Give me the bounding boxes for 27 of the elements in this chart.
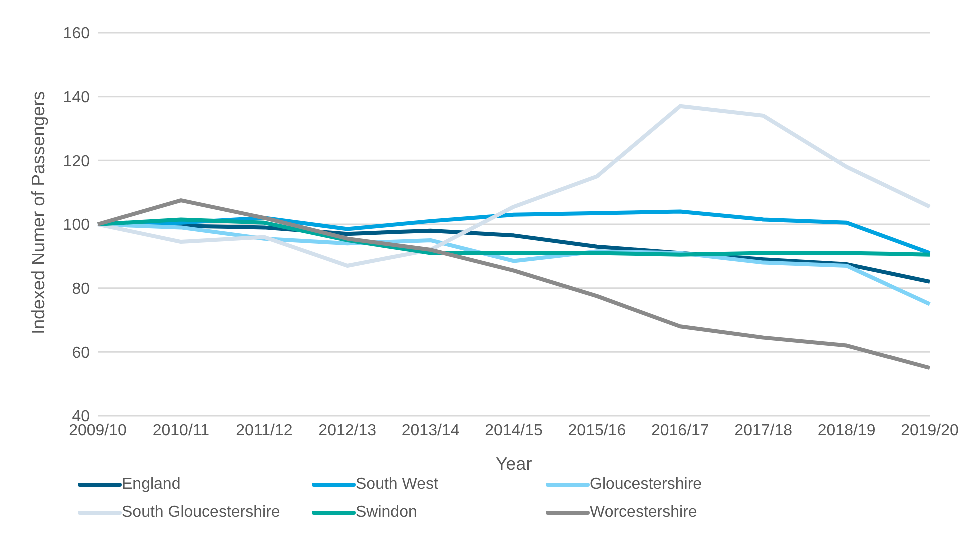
line-series (96, 198, 932, 370)
legend-label: Swindon (356, 504, 418, 522)
y-tick-label: 160 (63, 26, 90, 43)
x-tick-label: 2015/16 (568, 422, 626, 440)
x-tick-label: 2013/14 (402, 422, 460, 440)
x-tick-label: 2019/20 (901, 422, 960, 440)
x-tick-label: 2014/15 (485, 422, 544, 440)
y-tick-label: 140 (63, 90, 90, 107)
y-tick-label: 120 (63, 153, 90, 170)
legend-label: Gloucestershire (590, 476, 702, 494)
y-axis-title: Indexed Numer of Passengers (28, 91, 48, 334)
x-tick-label: 2018/19 (818, 422, 876, 440)
legend-label: England (122, 476, 181, 494)
legend-label: Worcestershire (590, 504, 698, 522)
legend-label: South Gloucestershire (122, 504, 280, 522)
x-tick-label: 2016/17 (651, 422, 710, 440)
x-tick-label: 2017/18 (734, 422, 793, 440)
legend-label: South West (356, 476, 438, 494)
line-series (96, 104, 932, 268)
y-tick-label: 60 (72, 344, 90, 362)
y-tick-label: 80 (72, 281, 90, 298)
x-axis-title: Year (496, 454, 532, 474)
y-tick-label: 100 (63, 217, 90, 234)
x-tick-label: 2012/13 (318, 422, 377, 440)
x-tick-label: 2011/12 (236, 422, 293, 440)
x-tick-label: 2010/11 (152, 422, 210, 440)
line-series (96, 218, 932, 257)
